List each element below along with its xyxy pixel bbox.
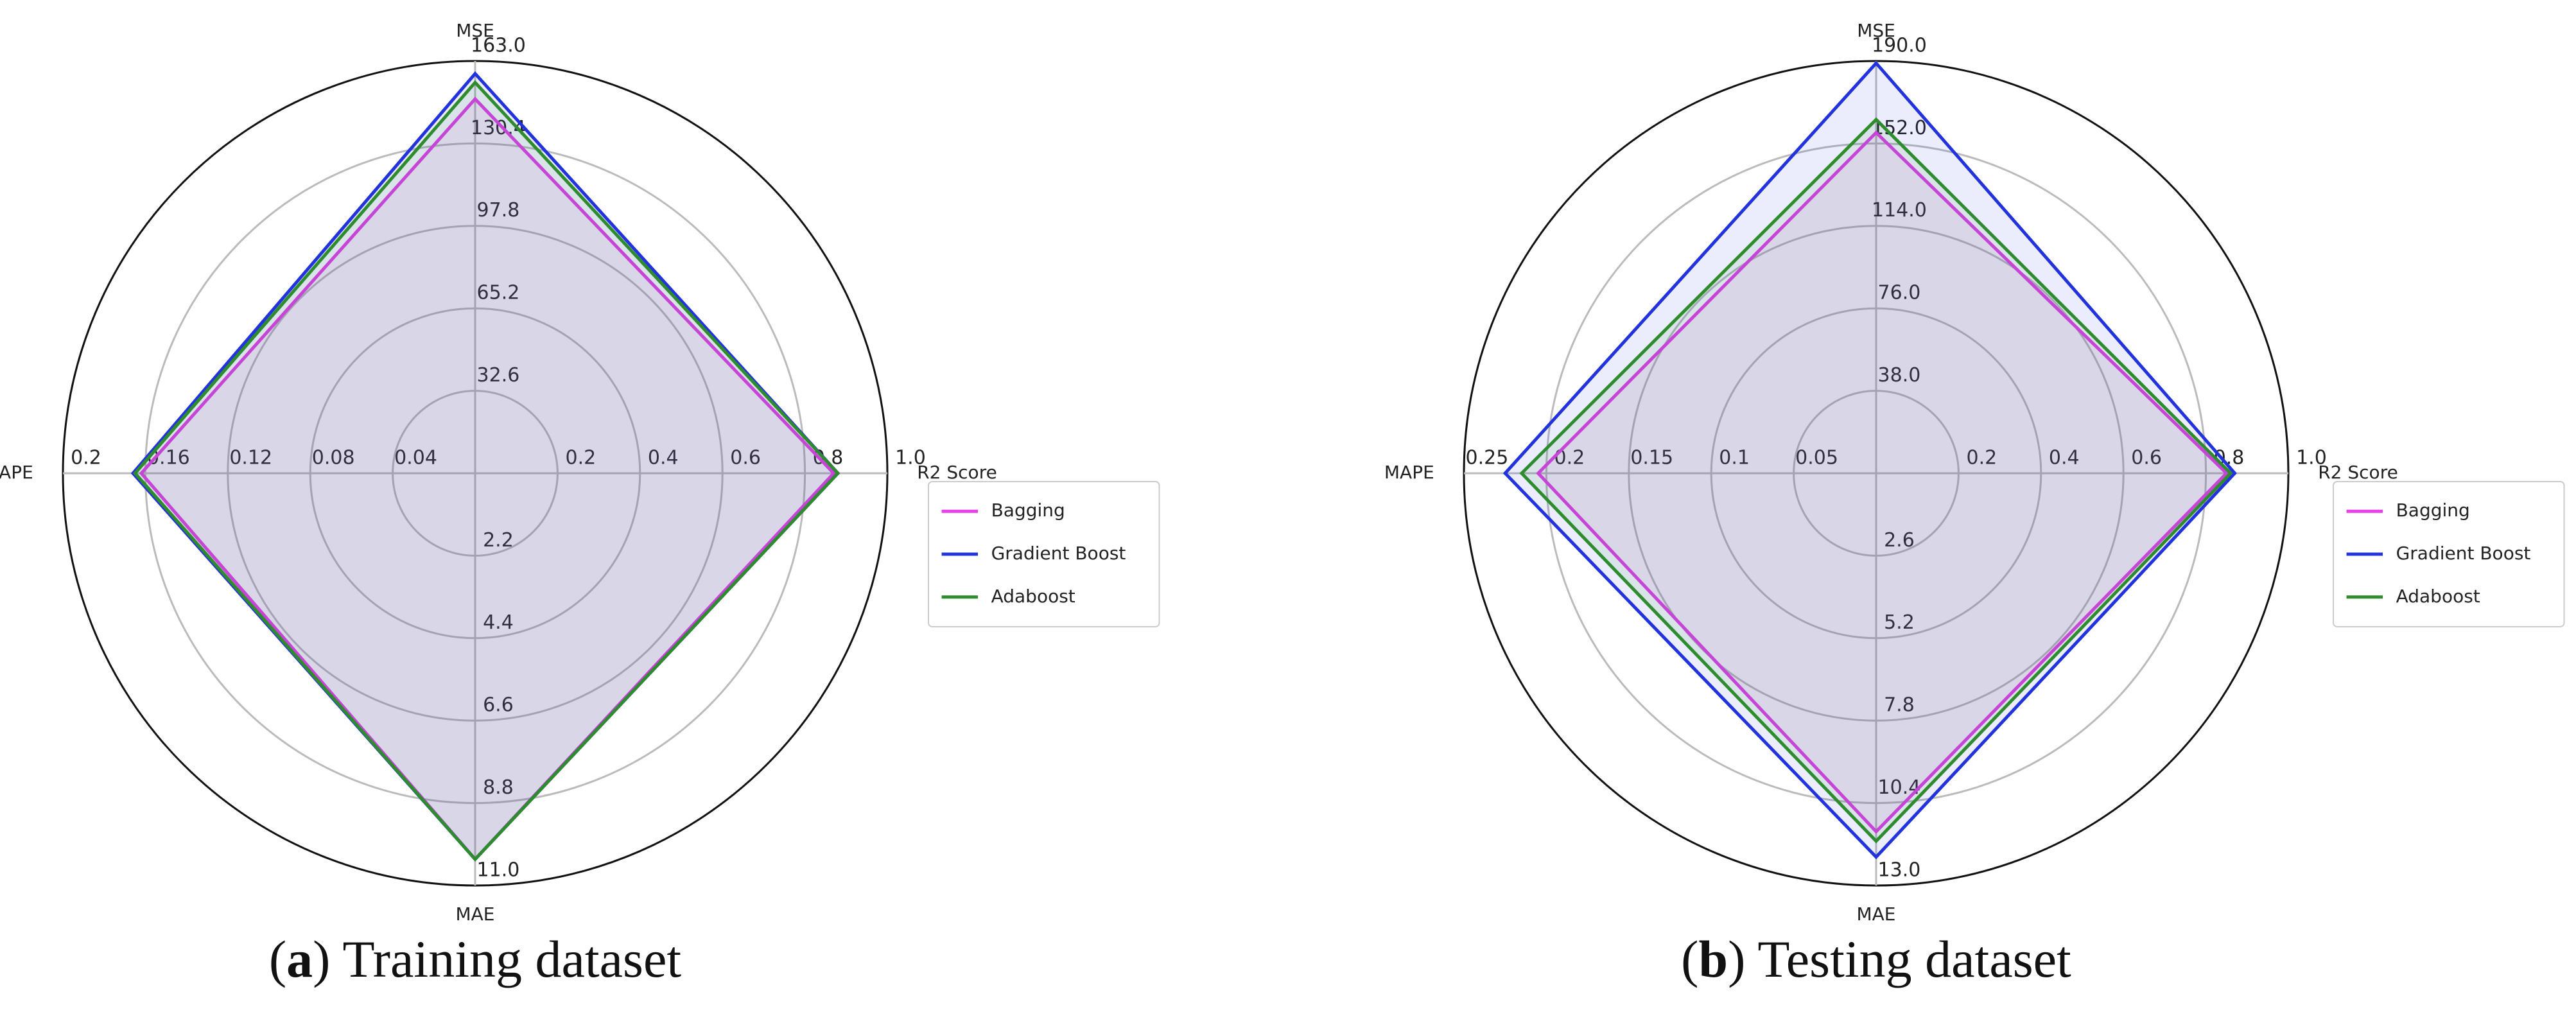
legend-label: Adaboost [991, 586, 1075, 607]
tick-label: 32.6 [477, 364, 520, 387]
tick-label: 8.8 [483, 776, 514, 799]
legend-label: Gradient Boost [991, 543, 1126, 564]
tick-label: 190.0 [1872, 34, 1927, 57]
tick-label: 6.6 [483, 694, 514, 717]
tick-label: 0.04 [394, 446, 437, 469]
tick-label: 1.0 [895, 446, 926, 469]
tick-label: 2.2 [483, 529, 514, 552]
tick-label: 38.0 [1878, 364, 1921, 387]
caption: (b) Testing dataset [1681, 930, 2071, 988]
series-area [133, 80, 840, 862]
tick-label: 0.08 [312, 446, 355, 469]
axis-name: MAPE [1384, 462, 1434, 483]
axis-name: MSE [456, 20, 494, 41]
legend-label: Gradient Boost [2396, 543, 2531, 564]
caption-part: a [286, 930, 313, 988]
tick-label: 0.4 [648, 446, 679, 469]
tick-label: 5.2 [1884, 611, 1915, 634]
legend-label: Bagging [2396, 500, 2470, 521]
caption-part: ) Testing dataset [1728, 930, 2071, 988]
legend-box [2333, 481, 2565, 627]
tick-label: 114.0 [1872, 199, 1927, 222]
caption: (a) Training dataset [269, 930, 681, 988]
series-area [1519, 117, 2233, 844]
tick-label: 11.0 [477, 859, 520, 881]
caption-part: ) Training dataset [313, 930, 681, 988]
tick-label: 13.0 [1878, 859, 1921, 881]
tick-label: 0.15 [1630, 446, 1673, 469]
tick-label: 1.0 [2296, 446, 2327, 469]
axis-name: R2 Score [2318, 462, 2398, 483]
tick-label: 97.8 [477, 199, 520, 222]
tick-label: 0.6 [730, 446, 761, 469]
axis-name: MSE [1857, 20, 1895, 41]
tick-label: 0.2 [71, 446, 101, 469]
tick-label: 76.0 [1878, 282, 1921, 304]
axis-name: MAE [455, 903, 494, 925]
tick-label: 0.25 [1466, 446, 1509, 469]
legend-label: Adaboost [2396, 586, 2480, 607]
tick-label: 65.2 [477, 282, 520, 304]
axis-name: R2 Score [917, 462, 997, 483]
caption-part: ( [269, 930, 286, 988]
axis-name: MAPE [0, 462, 33, 483]
tick-label: 0.4 [2049, 446, 2080, 469]
tick-label: 7.8 [1884, 694, 1915, 717]
tick-label: 2.6 [1884, 529, 1915, 552]
series-area [1536, 130, 2229, 834]
tick-label: 0.05 [1795, 446, 1838, 469]
tick-label: 0.1 [1719, 446, 1750, 469]
tick-label: 4.4 [483, 611, 514, 634]
tick-label: 0.2 [565, 446, 596, 469]
legend-box [928, 481, 1160, 627]
tick-label: 0.2 [1966, 446, 1997, 469]
tick-label: 0.6 [2131, 446, 2162, 469]
tick-label: 163.0 [471, 34, 526, 57]
caption-part: ( [1681, 930, 1698, 988]
caption-part: b [1698, 930, 1728, 988]
tick-label: 0.12 [229, 446, 272, 469]
legend-label: Bagging [991, 500, 1065, 521]
axis-name: MAE [1856, 903, 1895, 925]
